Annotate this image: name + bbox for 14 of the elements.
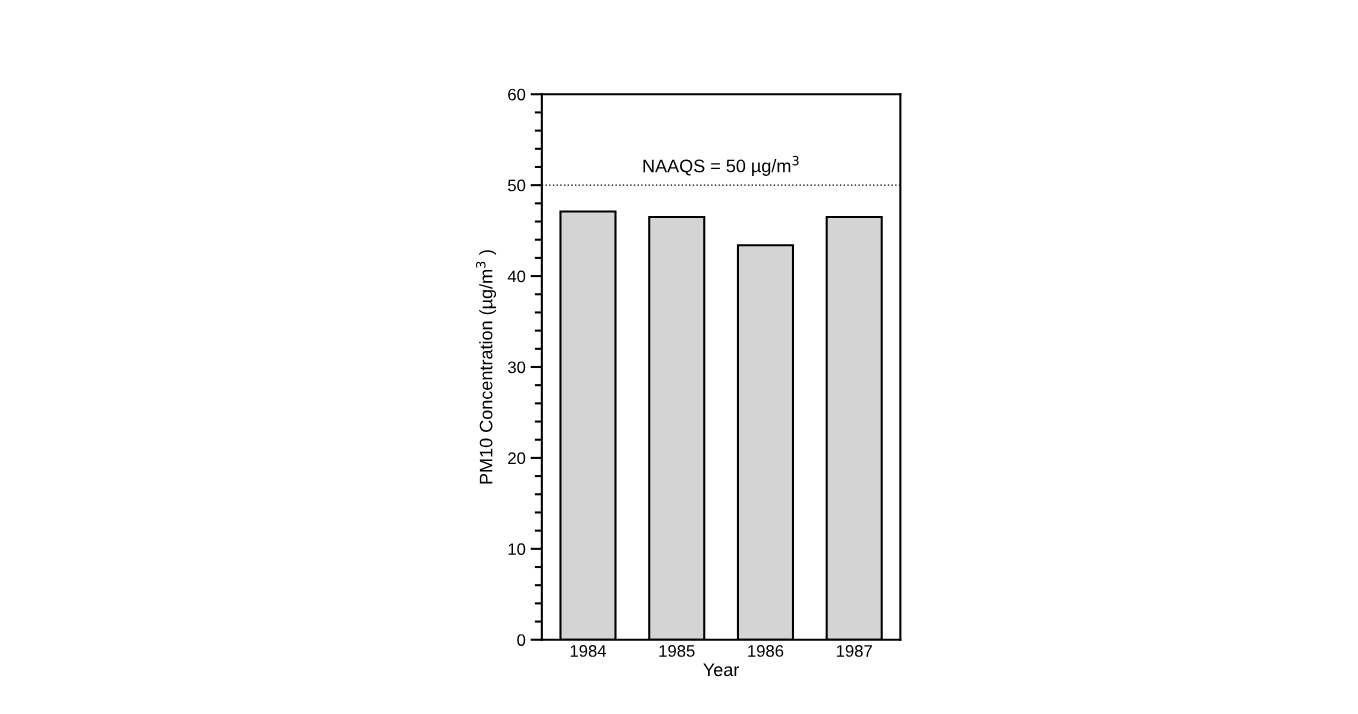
x-tick-label: 1985	[659, 645, 695, 657]
ref-line-label: NAAQS = 50 µg/m$^{3}$	[643, 155, 799, 176]
y-tick-label: 0	[517, 634, 526, 646]
y-tick-label: 20	[508, 452, 526, 465]
y-tick-label: 30	[507, 361, 526, 374]
x-tick-label: 1987	[836, 645, 872, 657]
y-tick-label: 50	[508, 179, 526, 192]
y-tick-label: 40	[507, 270, 526, 283]
y-tick-label: 60	[508, 88, 526, 101]
x-axis-title: Year	[703, 663, 740, 677]
x-tick-label: 1984	[570, 645, 607, 657]
y-tick-label: 10	[508, 543, 526, 556]
x-tick-label: 1986	[748, 645, 784, 657]
y-axis-title: PM10 Concentration (µg/m$^{3}$ )	[476, 250, 497, 484]
